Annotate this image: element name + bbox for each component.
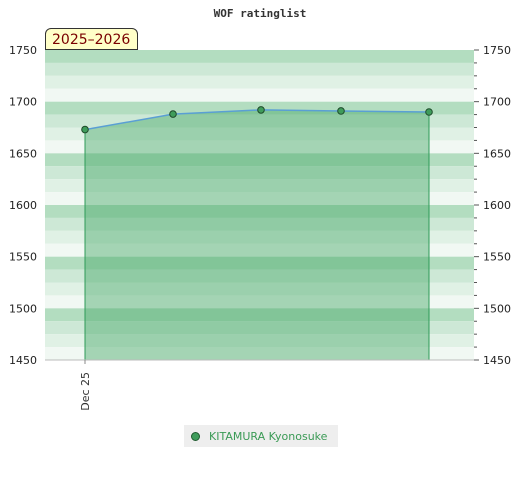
data-points: [81, 106, 433, 134]
data-point: [169, 110, 177, 118]
background-band: [45, 243, 474, 257]
legend[interactable]: KITAMURA Kyonosuke: [184, 425, 338, 447]
y-axis-left: 1450 1500 1550 1600 1650 1700 1750: [9, 44, 37, 367]
background-bands: [45, 50, 474, 360]
x-axis: Dec 25: [79, 360, 92, 411]
background-band: [45, 88, 474, 102]
period-badge: 2025–2026: [45, 28, 139, 50]
data-point: [337, 107, 345, 115]
background-band: [45, 166, 474, 180]
background-band: [45, 230, 474, 244]
series-area: [85, 109, 429, 361]
data-point: [257, 106, 265, 114]
background-band: [45, 269, 474, 283]
data-point: [81, 125, 89, 134]
background-band: [45, 347, 474, 360]
data-point: [425, 108, 433, 116]
background-band: [45, 140, 474, 154]
y-tick-label-left: 1550: [9, 251, 37, 264]
y-tick-label-right: 1500: [483, 302, 511, 315]
y-tick-label-right: 1600: [483, 199, 511, 212]
background-band: [45, 179, 474, 193]
background-band: [45, 217, 474, 231]
background-band: [45, 192, 474, 205]
y-tick-label-left: 1650: [9, 147, 37, 160]
y-tick-label-left: 1450: [9, 354, 37, 367]
background-band: [45, 321, 474, 335]
background-band: [45, 256, 474, 270]
y-tick-label-left: 1750: [9, 44, 37, 57]
y-tick-label-right: 1450: [483, 354, 511, 367]
background-band: [45, 75, 474, 89]
background-band: [45, 127, 474, 141]
background-band: [45, 308, 474, 322]
legend-label: KITAMURA Kyonosuke: [209, 429, 328, 443]
y-tick-label-left: 1500: [9, 302, 37, 315]
y-tick-label-right: 1550: [483, 251, 511, 264]
chart-title: WOF ratinglist: [214, 7, 307, 20]
y-axis-right: 1450 1500 1550 1600 1650 1700 1750: [474, 44, 511, 367]
background-band: [45, 62, 474, 76]
area-layer: [84, 109, 430, 361]
y-tick-label-right: 1650: [483, 147, 511, 160]
background-band: [45, 282, 474, 296]
background-band: [45, 50, 474, 63]
y-tick-label-left: 1700: [9, 96, 37, 109]
background-band: [45, 334, 474, 348]
background-band: [45, 295, 474, 309]
background-band: [45, 205, 474, 218]
x-tick-label: Dec 25: [79, 372, 92, 411]
legend-marker-icon: [191, 431, 200, 441]
background-band: [45, 153, 474, 167]
y-tick-label-right: 1700: [483, 96, 511, 109]
y-tick-label-left: 1600: [9, 199, 37, 212]
y-tick-label-right: 1750: [483, 44, 511, 57]
